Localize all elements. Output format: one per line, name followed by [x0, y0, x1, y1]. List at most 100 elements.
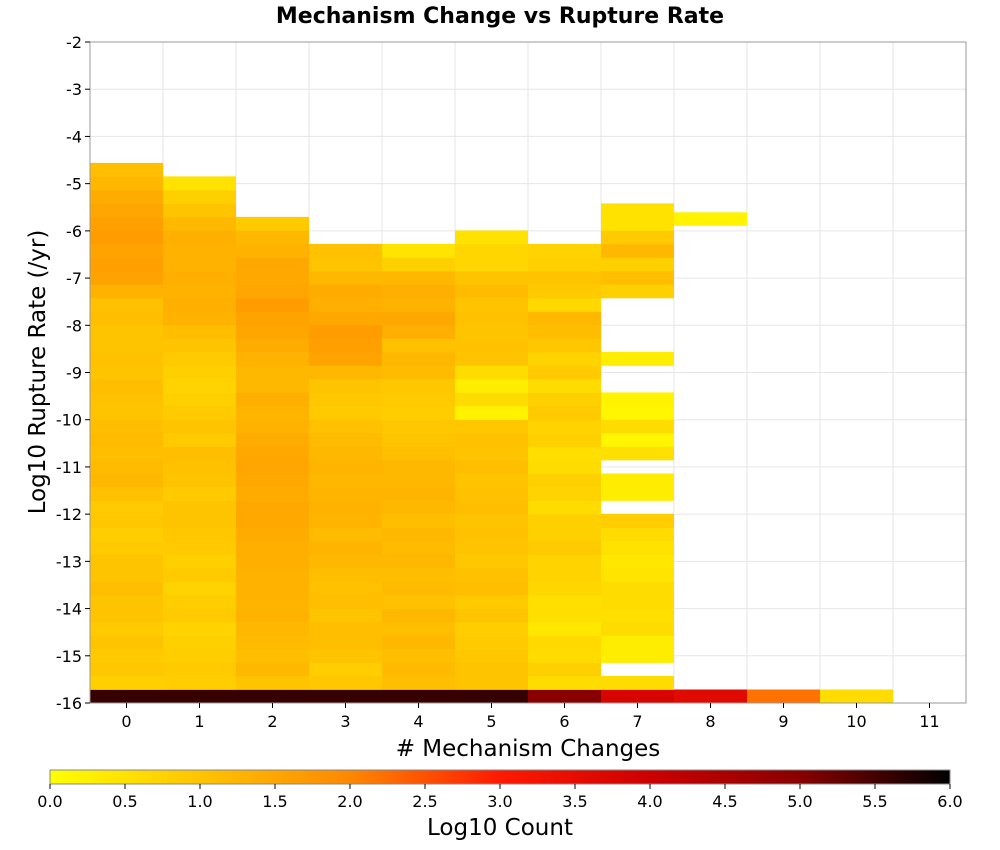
heatmap-cell	[90, 365, 163, 380]
heatmap-cell	[309, 392, 382, 407]
heatmap-cell	[236, 500, 309, 515]
heatmap-cell	[309, 621, 382, 636]
heatmap-cell	[309, 527, 382, 542]
heatmap-cell	[455, 648, 528, 663]
heatmap-cell	[90, 297, 163, 312]
heatmap-cell	[528, 567, 601, 582]
heatmap-cell	[236, 419, 309, 434]
heatmap-cell	[601, 486, 674, 501]
heatmap-cell	[236, 662, 309, 677]
heatmap-cell	[455, 554, 528, 569]
heatmap-cell	[163, 338, 236, 353]
heatmap-cell	[163, 527, 236, 542]
heatmap-cell	[236, 459, 309, 474]
y-tick-label: -4	[66, 127, 82, 146]
heatmap-cell	[163, 540, 236, 555]
heatmap-cell	[163, 216, 236, 231]
x-tick-label: 9	[778, 712, 788, 731]
heatmap-cell	[528, 635, 601, 650]
heatmap-cell	[90, 432, 163, 447]
heatmap-cell	[236, 230, 309, 245]
heatmap-cell	[601, 230, 674, 245]
heatmap-cell	[528, 284, 601, 299]
heatmap-cell	[236, 405, 309, 420]
heatmap-cell	[528, 554, 601, 569]
heatmap-cell	[309, 365, 382, 380]
heatmap-cell	[455, 257, 528, 272]
heatmap-cell	[90, 689, 163, 704]
heatmap-cell	[163, 351, 236, 366]
heatmap-cell	[236, 648, 309, 663]
heatmap-cell	[309, 648, 382, 663]
y-tick-label: -7	[66, 269, 82, 288]
heatmap-cell	[601, 648, 674, 663]
heatmap-cell	[90, 257, 163, 272]
heatmap-cell	[455, 581, 528, 596]
x-axis-label: # Mechanism Changes	[396, 736, 661, 762]
colorbar-tick-label: 1.5	[262, 792, 287, 811]
heatmap-cell	[90, 648, 163, 663]
heatmap-cell	[163, 608, 236, 623]
colorbar	[49, 769, 951, 785]
heatmap-cell	[382, 540, 455, 555]
heatmap-cell	[455, 365, 528, 380]
colorbar-ticks: 0.0 0.5 1.0 1.5 2.0 2.5 3.0 3.5 4.0 4.5 5.0 5.5 6.0	[37, 784, 963, 811]
y-tick-label: -5	[66, 175, 82, 194]
heatmap-cell	[528, 365, 601, 380]
heatmap-cell	[90, 635, 163, 650]
y-tick-label: -9	[66, 364, 82, 383]
y-tick-label: -6	[66, 222, 82, 241]
heatmap-cell	[236, 594, 309, 609]
heatmap-cell	[382, 324, 455, 339]
heatmap-cell	[163, 324, 236, 339]
heatmap-cell	[90, 419, 163, 434]
heatmap-cell	[601, 446, 674, 461]
heatmap-cell	[528, 486, 601, 501]
x-tick-label: 11	[919, 712, 939, 731]
heatmap-cell	[309, 243, 382, 258]
heatmap-cell	[90, 243, 163, 258]
heatmap-cell	[163, 378, 236, 393]
heatmap-cell	[90, 594, 163, 609]
heatmap-cell	[236, 378, 309, 393]
heatmap-cell	[455, 338, 528, 353]
colorbar-tick-label: 0.0	[37, 792, 62, 811]
heatmap-cell	[309, 594, 382, 609]
heatmap-cell	[601, 432, 674, 447]
colorbar-tick-label: 2.0	[337, 792, 362, 811]
heatmap-cell	[309, 473, 382, 488]
heatmap-cell	[236, 257, 309, 272]
heatmap-cell	[236, 270, 309, 285]
x-tick-label: 3	[340, 712, 350, 731]
y-axis-label: Log10 Rupture Rate (/yr)	[25, 230, 51, 515]
heatmap-cell	[382, 675, 455, 690]
heatmap-cell	[528, 689, 601, 704]
heatmap-cell	[163, 594, 236, 609]
heatmap-cell	[455, 284, 528, 299]
heatmap-cell	[601, 392, 674, 407]
heatmap-cell	[382, 581, 455, 596]
heatmap-cell	[236, 432, 309, 447]
heatmap-cell	[382, 473, 455, 488]
heatmap-cell	[382, 365, 455, 380]
heatmap-cell	[90, 162, 163, 177]
heatmap-cell	[309, 419, 382, 434]
heatmap-cell	[163, 419, 236, 434]
heatmap-cell	[90, 392, 163, 407]
heatmap-cell	[163, 230, 236, 245]
heatmap-cell	[601, 243, 674, 258]
heatmap-cell	[455, 419, 528, 434]
heatmap-cell	[90, 662, 163, 677]
heatmap-cell	[528, 527, 601, 542]
heatmap-cell	[90, 176, 163, 191]
heatmap-cell	[601, 405, 674, 420]
heatmap-cell	[455, 635, 528, 650]
heatmap-cell	[528, 621, 601, 636]
heatmap-cell	[528, 311, 601, 326]
heatmap-cell	[309, 459, 382, 474]
heatmap-cell	[528, 405, 601, 420]
heatmap-cell	[382, 432, 455, 447]
heatmap-cell	[163, 473, 236, 488]
heatmap-cell	[90, 581, 163, 596]
